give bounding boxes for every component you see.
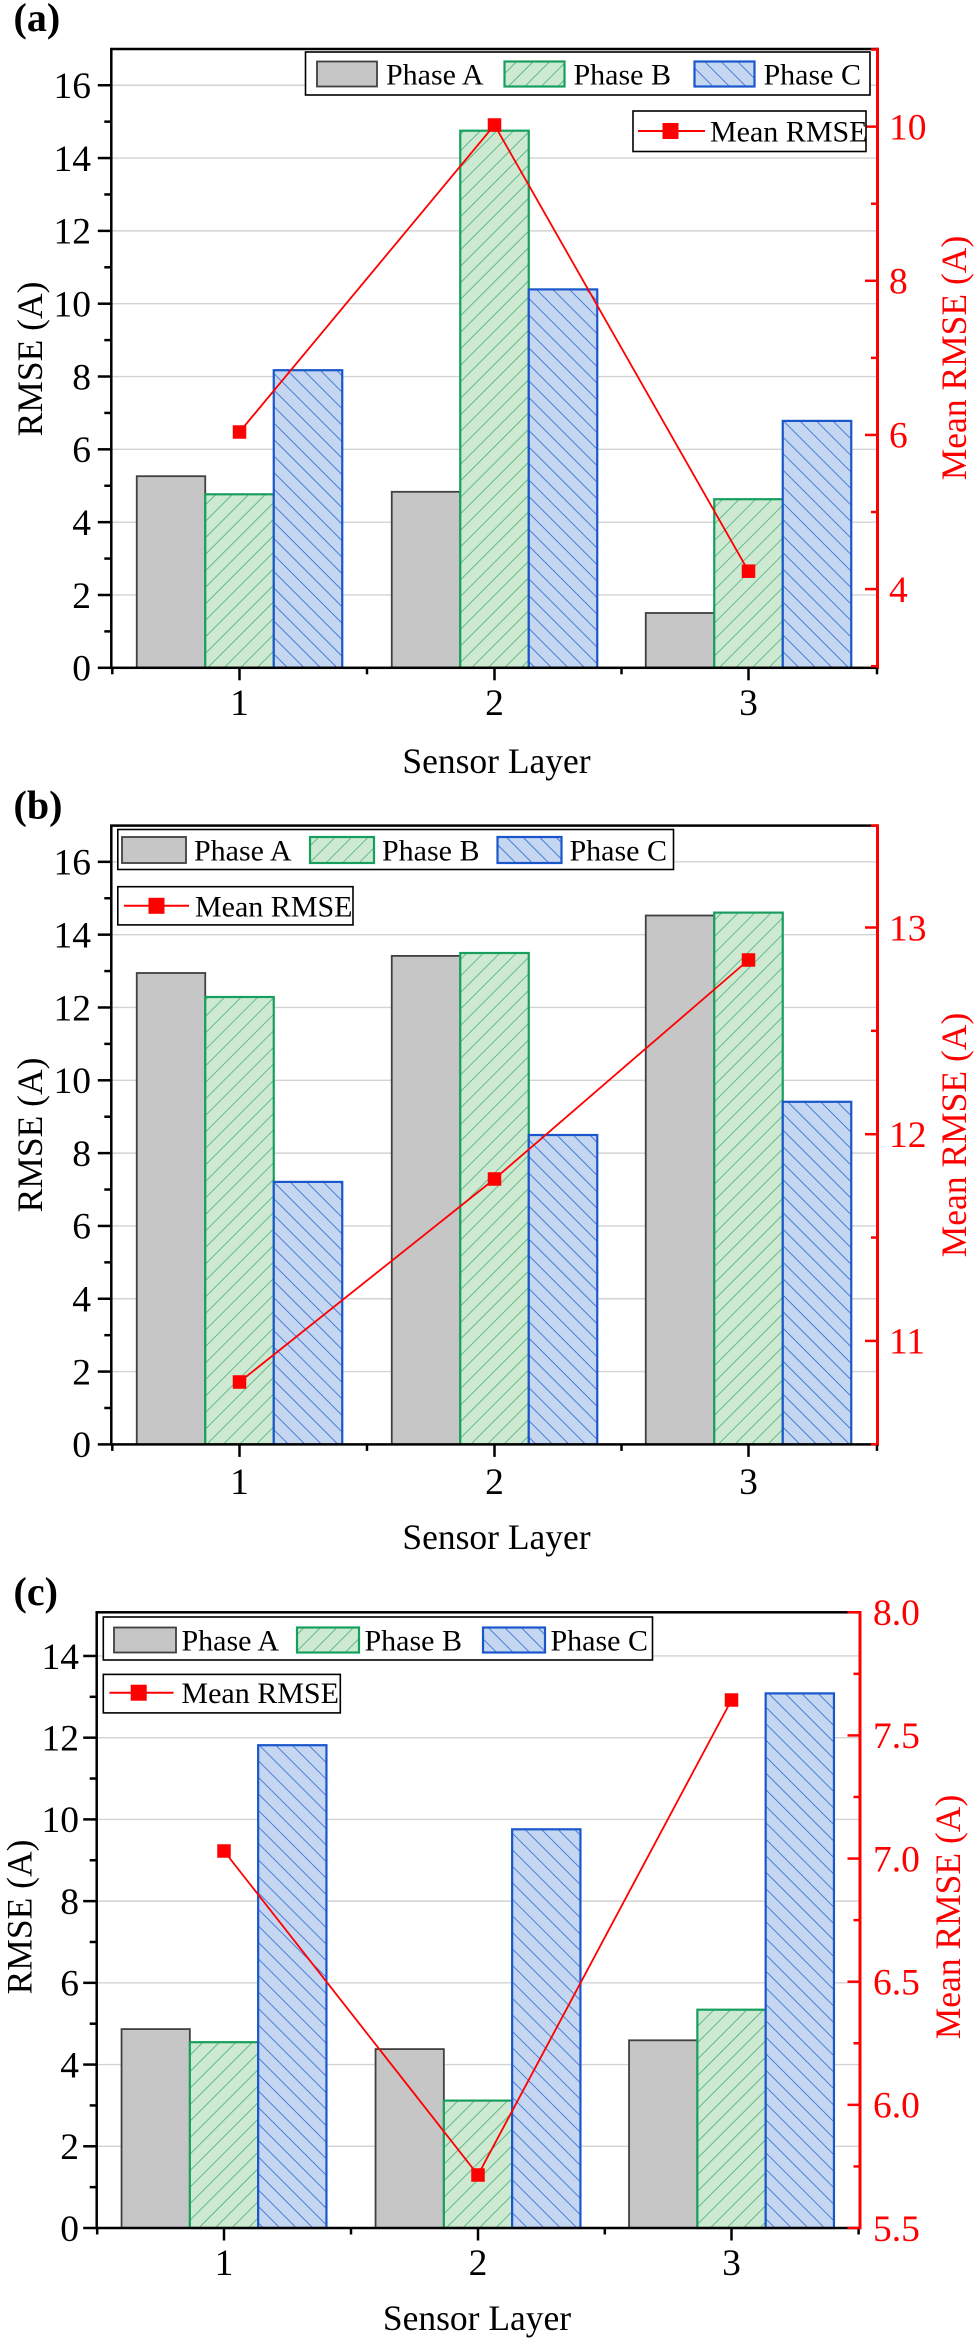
svg-text:3: 3 (722, 2243, 741, 2284)
svg-text:10: 10 (54, 285, 92, 326)
svg-text:Phase B: Phase B (574, 59, 672, 92)
svg-text:Phase C: Phase C (551, 1625, 649, 1658)
svg-text:6: 6 (889, 416, 908, 457)
svg-text:8: 8 (60, 1882, 79, 1923)
svg-text:6: 6 (72, 1207, 91, 1248)
svg-text:8.0: 8.0 (873, 1593, 920, 1634)
svg-text:7.5: 7.5 (873, 1716, 920, 1757)
svg-text:12: 12 (889, 1115, 927, 1156)
svg-text:Phase B: Phase B (382, 835, 480, 868)
svg-text:(a): (a) (14, 0, 61, 40)
svg-text:14: 14 (42, 1637, 80, 1678)
svg-text:0: 0 (72, 1425, 91, 1466)
svg-text:0: 0 (60, 2209, 79, 2250)
svg-text:Sensor Layer: Sensor Layer (383, 2298, 571, 2338)
svg-text:10: 10 (889, 107, 927, 148)
svg-text:6.0: 6.0 (873, 2086, 920, 2127)
svg-text:Mean RMSE (A): Mean RMSE (A) (928, 1795, 968, 2040)
svg-text:2: 2 (60, 2127, 79, 2168)
svg-text:12: 12 (42, 1719, 80, 1760)
svg-text:13: 13 (889, 908, 927, 949)
svg-text:5.5: 5.5 (873, 2209, 920, 2250)
svg-text:Mean RMSE: Mean RMSE (195, 890, 353, 923)
svg-text:(b): (b) (14, 782, 63, 827)
svg-text:4: 4 (60, 2045, 79, 2086)
svg-text:1: 1 (230, 683, 249, 724)
svg-text:Phase C: Phase C (570, 835, 668, 868)
svg-text:16: 16 (54, 843, 92, 884)
svg-text:6: 6 (72, 430, 91, 471)
svg-text:0: 0 (72, 649, 91, 690)
svg-text:Mean RMSE: Mean RMSE (181, 1677, 339, 1710)
svg-text:8: 8 (72, 1134, 91, 1175)
svg-text:RMSE (A): RMSE (A) (10, 282, 50, 437)
svg-text:6.5: 6.5 (873, 1963, 920, 2004)
svg-text:RMSE (A): RMSE (A) (0, 1840, 40, 1995)
svg-text:10: 10 (42, 1800, 80, 1841)
svg-text:8: 8 (889, 262, 908, 303)
svg-text:RMSE (A): RMSE (A) (10, 1058, 50, 1213)
svg-text:3: 3 (739, 1462, 758, 1503)
svg-text:Mean RMSE (A): Mean RMSE (A) (934, 1013, 974, 1258)
svg-text:2: 2 (72, 1352, 91, 1393)
svg-text:Mean RMSE (A): Mean RMSE (A) (934, 236, 974, 481)
svg-text:12: 12 (54, 988, 92, 1029)
svg-text:3: 3 (739, 683, 758, 724)
svg-text:Sensor Layer: Sensor Layer (402, 1517, 590, 1557)
svg-text:10: 10 (54, 1061, 92, 1102)
svg-text:11: 11 (889, 1322, 925, 1363)
svg-text:2: 2 (485, 683, 504, 724)
svg-text:14: 14 (54, 916, 92, 957)
svg-text:16: 16 (54, 66, 92, 107)
svg-text:Phase B: Phase B (365, 1625, 463, 1658)
svg-text:4: 4 (72, 503, 91, 544)
svg-text:Mean RMSE: Mean RMSE (710, 116, 868, 149)
svg-text:4: 4 (889, 570, 908, 611)
svg-text:7.0: 7.0 (873, 1839, 920, 1880)
svg-text:(c): (c) (14, 1569, 58, 1614)
svg-text:6: 6 (60, 1964, 79, 2005)
svg-text:1: 1 (215, 2243, 234, 2284)
svg-text:Sensor Layer: Sensor Layer (402, 741, 590, 781)
svg-text:4: 4 (72, 1280, 91, 1321)
svg-text:1: 1 (230, 1462, 249, 1503)
svg-text:2: 2 (469, 2243, 488, 2284)
svg-text:Phase A: Phase A (386, 59, 484, 92)
svg-text:Phase A: Phase A (182, 1625, 280, 1658)
svg-text:Phase C: Phase C (764, 59, 862, 92)
svg-text:Phase A: Phase A (194, 835, 292, 868)
svg-text:2: 2 (72, 576, 91, 617)
svg-text:12: 12 (54, 212, 92, 253)
svg-text:8: 8 (72, 357, 91, 398)
svg-text:14: 14 (54, 139, 92, 180)
svg-text:2: 2 (485, 1462, 504, 1503)
